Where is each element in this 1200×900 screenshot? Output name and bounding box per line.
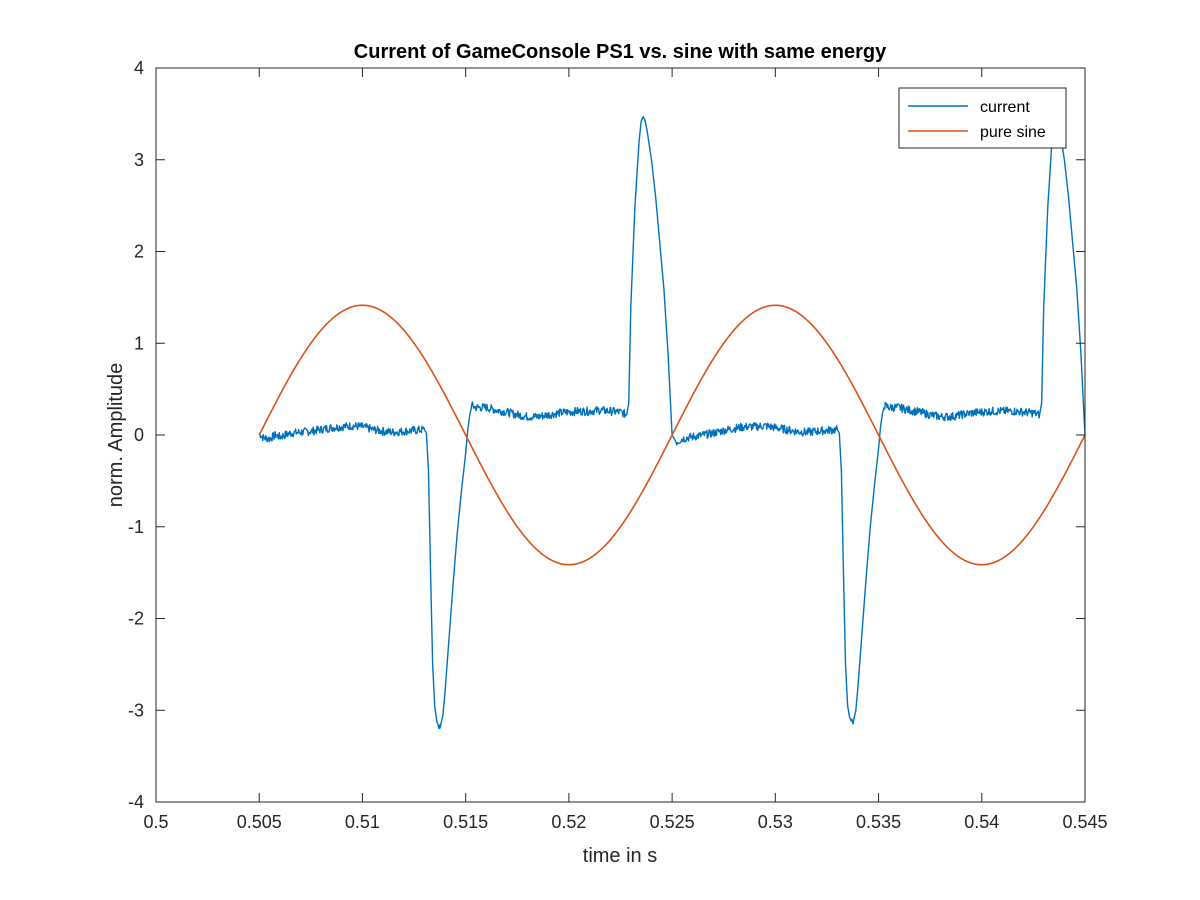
y-axis-label: norm. Amplitude <box>105 363 127 508</box>
x-tick-label: 0.54 <box>964 812 999 832</box>
legend-label-current: current <box>980 99 1030 116</box>
legend-label-pure-sine: pure sine <box>980 124 1046 141</box>
x-axis-label: time in s <box>583 845 657 867</box>
y-tick-label: 3 <box>134 150 144 170</box>
legend: current pure sine <box>898 87 1067 149</box>
y-tick-label: 1 <box>134 333 144 353</box>
x-tick-label: 0.505 <box>237 812 282 832</box>
x-tick-label: 0.525 <box>650 812 695 832</box>
x-tick-label: 0.52 <box>551 812 586 832</box>
y-tick-label: -4 <box>128 792 144 812</box>
series-layer <box>258 115 1086 730</box>
x-tick-label: 0.515 <box>443 812 488 832</box>
x-tick-label: 0.535 <box>856 812 901 832</box>
y-tick-label: -3 <box>128 700 144 720</box>
chart-title: Current of GameConsole PS1 vs. sine with… <box>354 41 887 63</box>
plot-area-background <box>156 68 1085 802</box>
series-line-pure-sine <box>258 304 1086 566</box>
y-tick-label: -1 <box>128 517 144 537</box>
x-axis: 0.5 0.505 0.51 0.515 0.52 0.525 0.53 0.535 0.54 0… <box>143 68 1108 832</box>
y-tick-label: 0 <box>134 425 144 445</box>
y-tick-label: -2 <box>128 609 144 629</box>
x-tick-label: 0.53 <box>758 812 793 832</box>
legend-box <box>898 87 1067 149</box>
y-tick-label: 2 <box>134 242 144 262</box>
y-tick-label: 4 <box>134 58 144 78</box>
x-tick-label: 0.51 <box>345 812 380 832</box>
x-tick-label: 0.545 <box>1062 812 1107 832</box>
x-tick-label: 0.5 <box>143 812 168 832</box>
y-axis: -4 -3 -2 -1 0 1 2 3 4 <box>128 58 1085 812</box>
